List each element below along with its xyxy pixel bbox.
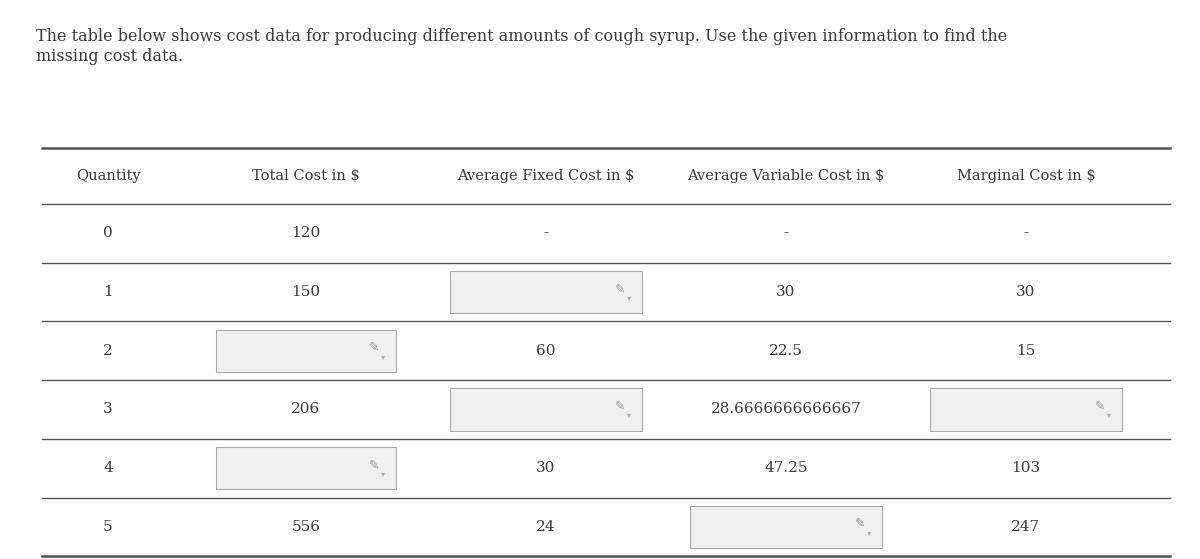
Text: 30: 30 [536, 461, 556, 475]
Text: 28.6666666666667: 28.6666666666667 [710, 402, 862, 416]
Text: ✎: ✎ [616, 400, 625, 413]
Text: 150: 150 [292, 285, 320, 299]
Text: -: - [544, 226, 548, 240]
Text: ▾: ▾ [1106, 410, 1111, 420]
Text: 120: 120 [292, 226, 320, 240]
Text: 103: 103 [1012, 461, 1040, 475]
Text: Average Fixed Cost in $: Average Fixed Cost in $ [457, 169, 635, 183]
Text: 247: 247 [1012, 520, 1040, 534]
Text: ✎: ✎ [1096, 400, 1105, 413]
Text: Average Variable Cost in $: Average Variable Cost in $ [688, 169, 884, 183]
Text: 24: 24 [536, 520, 556, 534]
Text: ▾: ▾ [380, 352, 385, 361]
Text: ▾: ▾ [626, 293, 631, 302]
Text: ✎: ✎ [856, 517, 865, 530]
Text: 2: 2 [103, 344, 113, 358]
Text: 1: 1 [103, 285, 113, 299]
Text: The table below shows cost data for producing different amounts of cough syrup. : The table below shows cost data for prod… [36, 28, 1007, 64]
Text: ▾: ▾ [866, 528, 871, 537]
Text: 60: 60 [536, 344, 556, 358]
Text: Total Cost in $: Total Cost in $ [252, 169, 360, 183]
Text: ✎: ✎ [370, 341, 379, 354]
Text: -: - [1024, 226, 1028, 240]
Text: ▾: ▾ [626, 410, 631, 420]
Text: ✎: ✎ [616, 282, 625, 295]
Text: 0: 0 [103, 226, 113, 240]
Text: Marginal Cost in $: Marginal Cost in $ [956, 169, 1096, 183]
Text: -: - [784, 226, 788, 240]
Text: 30: 30 [1016, 285, 1036, 299]
Text: 22.5: 22.5 [769, 344, 803, 358]
Text: 15: 15 [1016, 344, 1036, 358]
Text: 556: 556 [292, 520, 320, 534]
Text: 47.25: 47.25 [764, 461, 808, 475]
Text: 3: 3 [103, 402, 113, 416]
Text: 4: 4 [103, 461, 113, 475]
Text: ✎: ✎ [370, 458, 379, 471]
Text: Quantity: Quantity [76, 169, 140, 183]
Text: 5: 5 [103, 520, 113, 534]
Text: 206: 206 [292, 402, 320, 416]
Text: ▾: ▾ [380, 469, 385, 479]
Text: 30: 30 [776, 285, 796, 299]
